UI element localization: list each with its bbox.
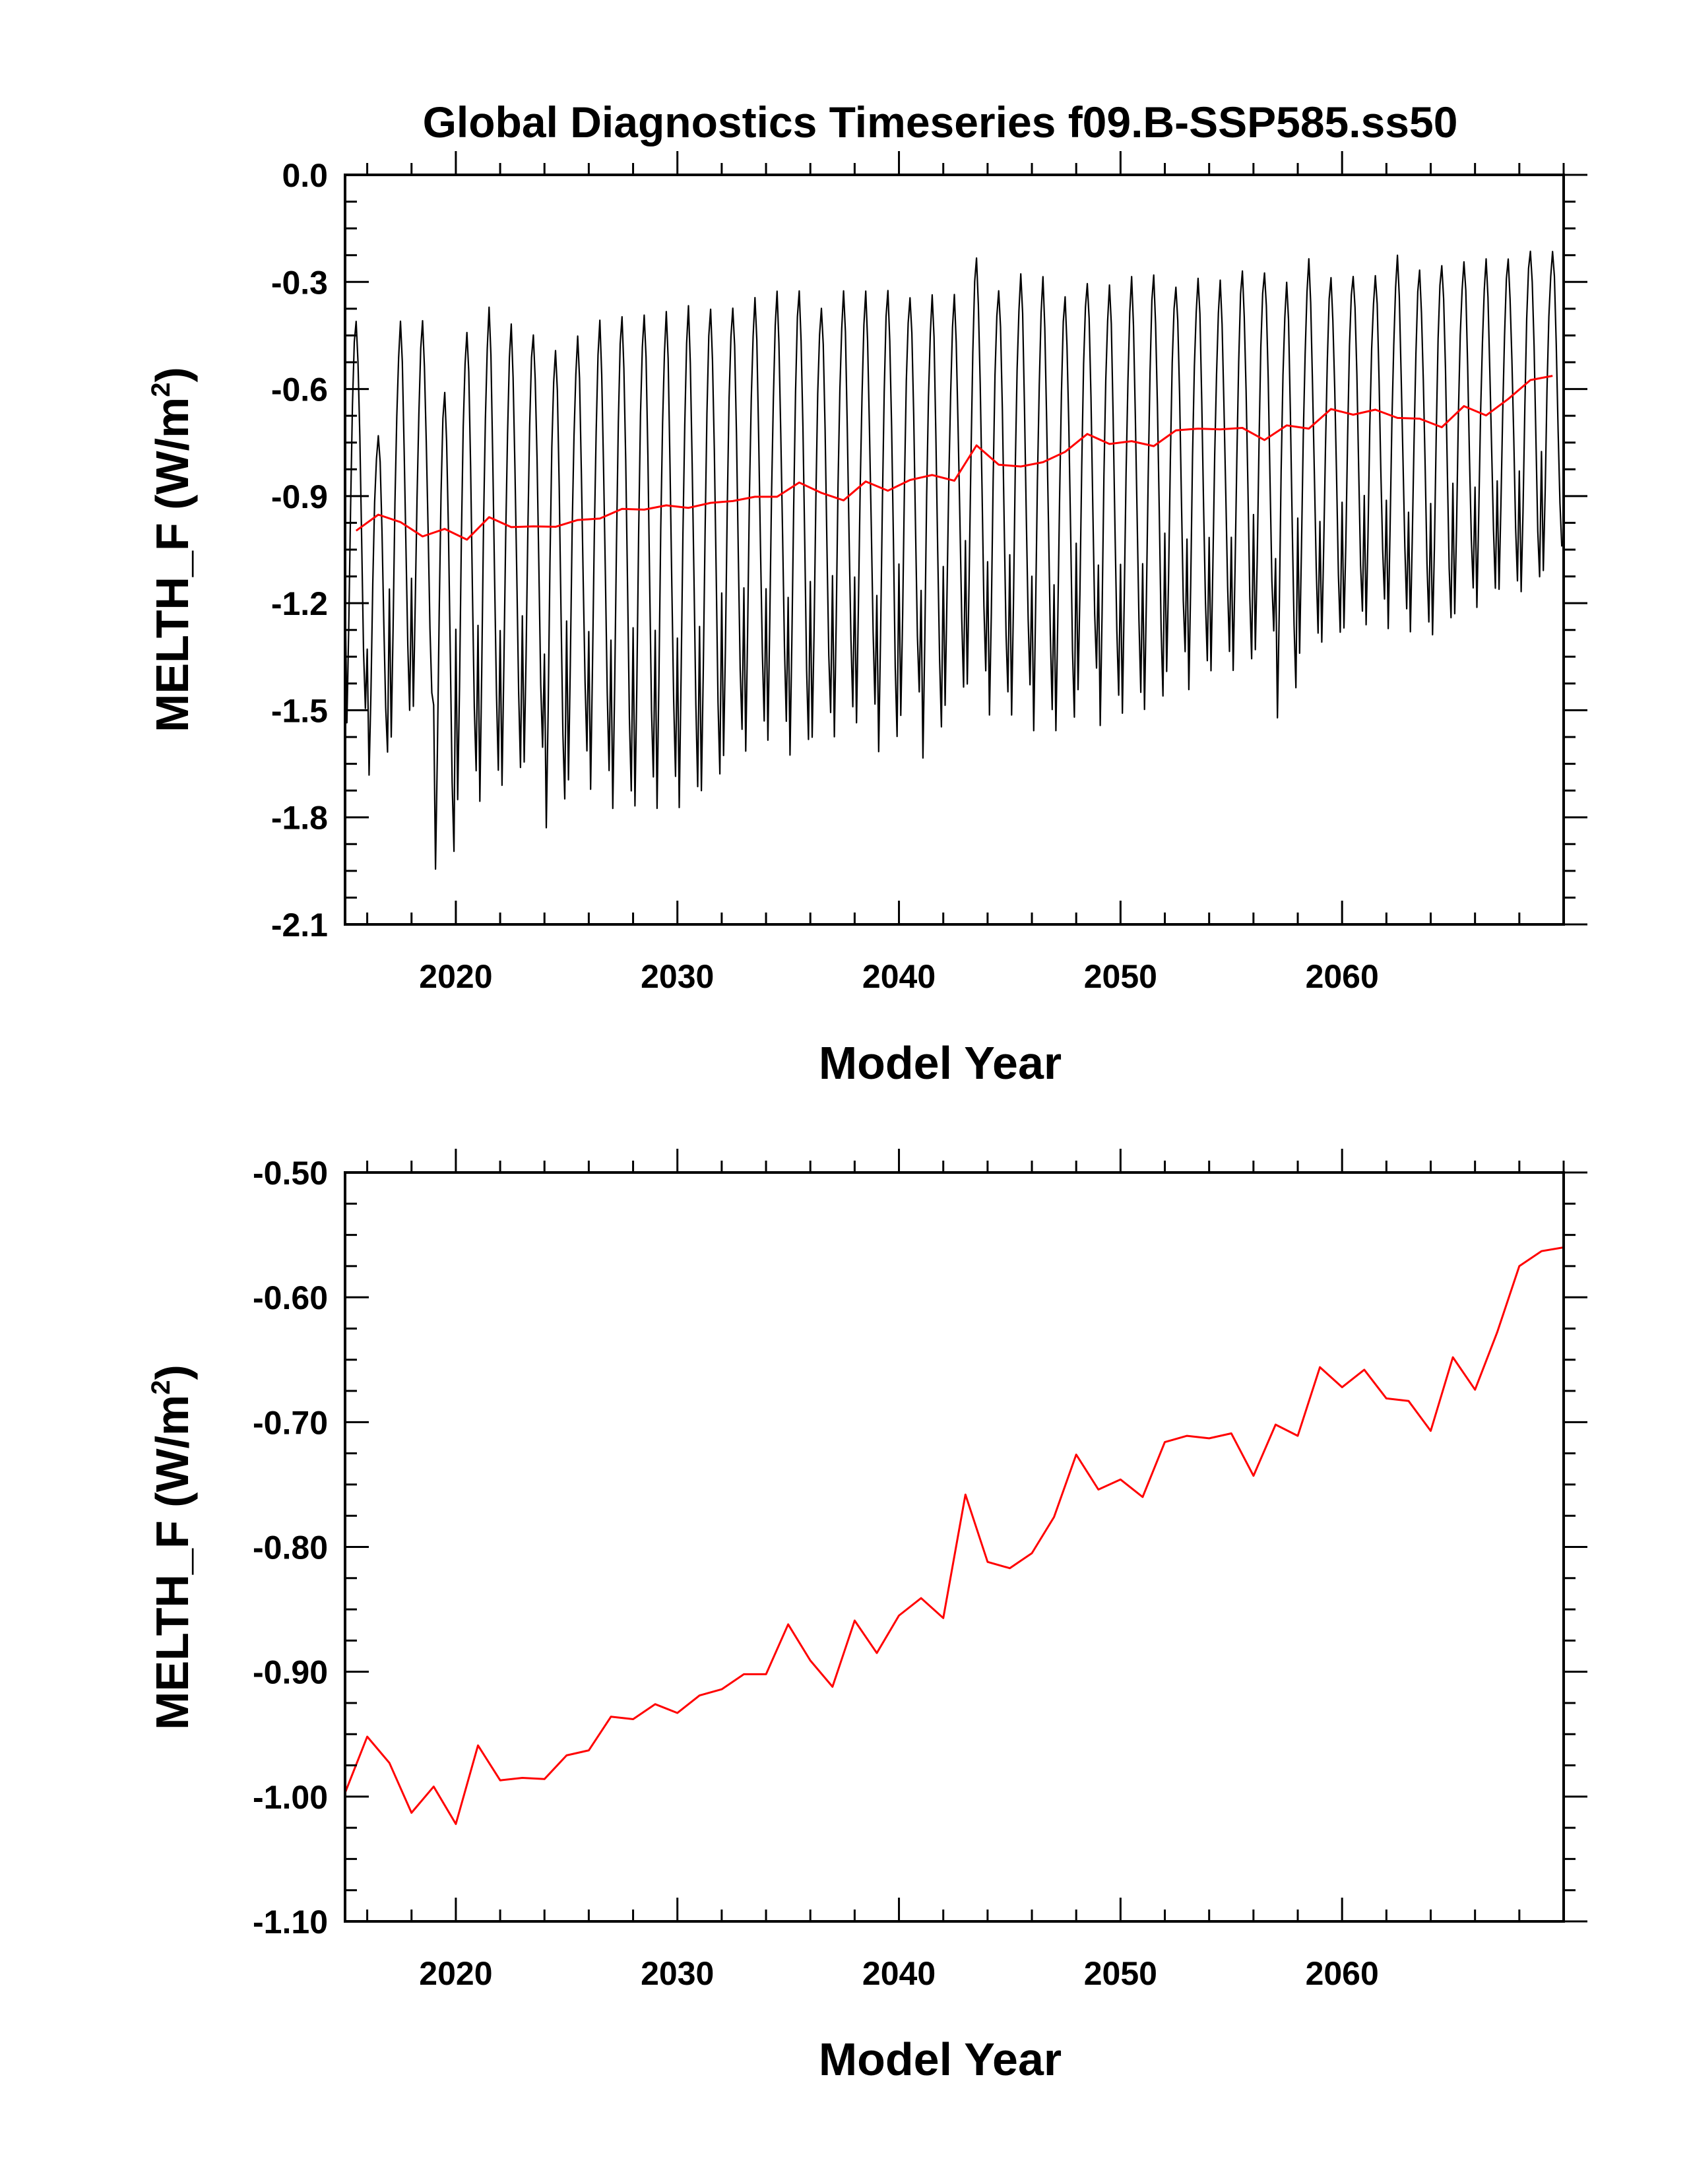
- top-y-tick-label: -0.3: [271, 264, 328, 301]
- chart-top: Global Diagnostics Timeseries f09.B-SSP5…: [146, 98, 1587, 1089]
- top-y-tick-label: -0.9: [271, 478, 328, 515]
- top-series-group: [344, 250, 1563, 870]
- top-y-tick-label: -1.8: [271, 800, 328, 837]
- top-x-axis-label: Model Year: [819, 1037, 1062, 1089]
- bottom-y-tick-label: -0.80: [253, 1529, 328, 1566]
- bottom-tick-labels-group: 2020 2030 2040 2050 2060 -0.50 -0.60 -0.70 -0.80…: [253, 1155, 1379, 1992]
- bottom-y-axis-label-close: ): [146, 1365, 198, 1380]
- top-tick-labels-group: 2020 2030 2040 2050 2060 0.0 -0.3 -0.6 -0.9 -1.2 -…: [271, 157, 1379, 995]
- top-y-tick-label: -2.1: [271, 907, 328, 944]
- top-y-axis-label: MELTH_F (W/m2): [146, 367, 198, 732]
- bottom-x-tick-label: 2050: [1084, 1955, 1157, 1992]
- bottom-x-tick-label: 2060: [1306, 1955, 1379, 1992]
- top-x-tick-label: 2030: [641, 958, 714, 995]
- bottom-y-tick-label: -0.60: [253, 1279, 328, 1316]
- bottom-x-axis-label: Model Year: [819, 2034, 1062, 2085]
- bottom-ticks-group: [345, 1149, 1587, 1923]
- bottom-plot-frame: [344, 1171, 1565, 1923]
- top-series-line-1: [355, 375, 1553, 541]
- bottom-y-axis-label-sup: 2: [146, 1380, 175, 1394]
- bottom-x-tick-label: 2020: [419, 1955, 492, 1992]
- top-x-tick-label: 2020: [419, 958, 492, 995]
- bottom-y-tick-label: -0.70: [253, 1404, 328, 1441]
- bottom-y-tick-label: -1.10: [253, 1904, 328, 1941]
- bottom-y-axis-label-main: MELTH_F (W/m: [146, 1395, 198, 1730]
- top-y-tick-label: -1.2: [271, 585, 328, 622]
- bottom-y-tick-label: -0.50: [253, 1155, 328, 1192]
- bottom-series-group: [344, 1246, 1564, 1825]
- top-y-axis-label-main: MELTH_F (W/m: [146, 397, 198, 732]
- chart-bottom: 2020 2030 2040 2050 2060 -0.50 -0.60 -0.70 -0.80…: [146, 1149, 1587, 2085]
- top-y-axis-label-close: ): [146, 367, 198, 382]
- top-x-tick-label: 2040: [862, 958, 936, 995]
- top-ticks-group: [345, 151, 1587, 926]
- top-y-tick-label: -0.6: [271, 371, 328, 408]
- top-y-tick-label: 0.0: [282, 157, 328, 194]
- top-x-tick-label: 2060: [1306, 958, 1379, 995]
- bottom-series-line-0: [344, 1246, 1564, 1825]
- top-series-line-0: [344, 250, 1563, 870]
- bottom-x-tick-label: 2040: [862, 1955, 936, 1992]
- bottom-x-tick-label: 2030: [641, 1955, 714, 1992]
- bottom-y-tick-label: -0.90: [253, 1654, 328, 1691]
- chart-title: Global Diagnostics Timeseries f09.B-SSP5…: [423, 98, 1458, 146]
- top-x-tick-label: 2050: [1084, 958, 1157, 995]
- top-y-tick-label: -1.5: [271, 692, 328, 729]
- top-y-axis-label-sup: 2: [146, 382, 175, 397]
- bottom-y-axis-label: MELTH_F (W/m2): [146, 1365, 198, 1730]
- bottom-y-tick-label: -1.00: [253, 1779, 328, 1816]
